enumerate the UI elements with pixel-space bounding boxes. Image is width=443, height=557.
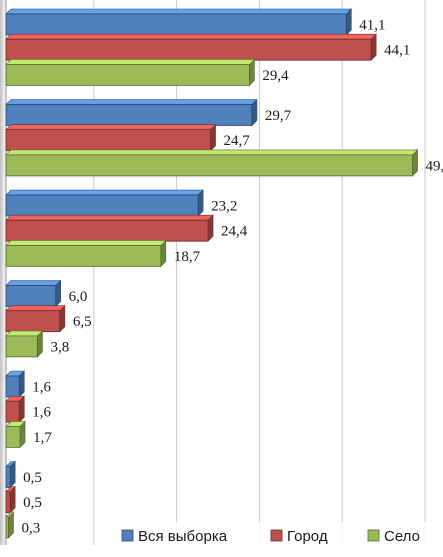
- bar-top: [5, 240, 167, 246]
- data-label: 29,7: [265, 108, 292, 124]
- data-label: 24,7: [224, 133, 251, 149]
- legend: Вся выборка Город Село: [112, 522, 443, 552]
- bar-top: [5, 124, 217, 130]
- bar: [5, 64, 250, 86]
- bar: [5, 194, 199, 217]
- data-label: 6,5: [73, 314, 92, 330]
- bar: [5, 516, 9, 539]
- bar: [5, 38, 372, 61]
- bar: [5, 285, 57, 307]
- bar-top: [5, 149, 419, 156]
- bar: [5, 310, 61, 333]
- data-label: 29,4: [262, 68, 289, 84]
- legend-entry: Город: [287, 528, 328, 545]
- bar: [5, 375, 20, 398]
- data-label: 6,0: [69, 289, 88, 305]
- bar: [5, 425, 21, 448]
- bar-top: [5, 99, 258, 105]
- bar: [5, 244, 162, 267]
- data-label: 18,7: [174, 249, 201, 265]
- bar: [5, 400, 20, 423]
- legend-swatch: [270, 529, 283, 542]
- data-label: 1,7: [33, 430, 52, 446]
- data-label: 1,6: [32, 380, 51, 396]
- bar: [5, 154, 413, 177]
- bar: [5, 491, 11, 514]
- data-label: 23,2: [211, 199, 237, 215]
- data-label: 0,3: [21, 520, 40, 536]
- bar: [5, 129, 211, 152]
- bar-top: [5, 8, 353, 15]
- bar-top: [5, 59, 256, 65]
- data-label: 3,8: [50, 339, 69, 355]
- legend-entry: Село: [384, 528, 420, 545]
- bar: [5, 466, 11, 488]
- legend-swatch: [121, 529, 134, 542]
- bar: [5, 335, 38, 358]
- bar: [5, 219, 209, 242]
- bar-top: [5, 330, 44, 337]
- bar-top: [5, 189, 204, 196]
- bar: [5, 104, 253, 126]
- bar-top: [5, 305, 66, 312]
- bar-top: [5, 214, 214, 221]
- data-label: 44,1: [384, 43, 410, 59]
- legend-entry: Вся выборка: [138, 528, 228, 545]
- bar: [5, 13, 347, 36]
- data-label: 0,5: [23, 470, 42, 486]
- bar-top: [5, 33, 377, 40]
- axis-wall: [0, 0, 6, 545]
- data-label: 0,5: [23, 495, 42, 511]
- legend-swatch: [367, 529, 380, 542]
- data-label: 1,6: [32, 405, 51, 421]
- data-label: 49,1: [426, 158, 443, 174]
- data-label: 41,1: [359, 18, 385, 34]
- bar-top: [5, 280, 62, 286]
- data-label: 24,4: [221, 224, 248, 240]
